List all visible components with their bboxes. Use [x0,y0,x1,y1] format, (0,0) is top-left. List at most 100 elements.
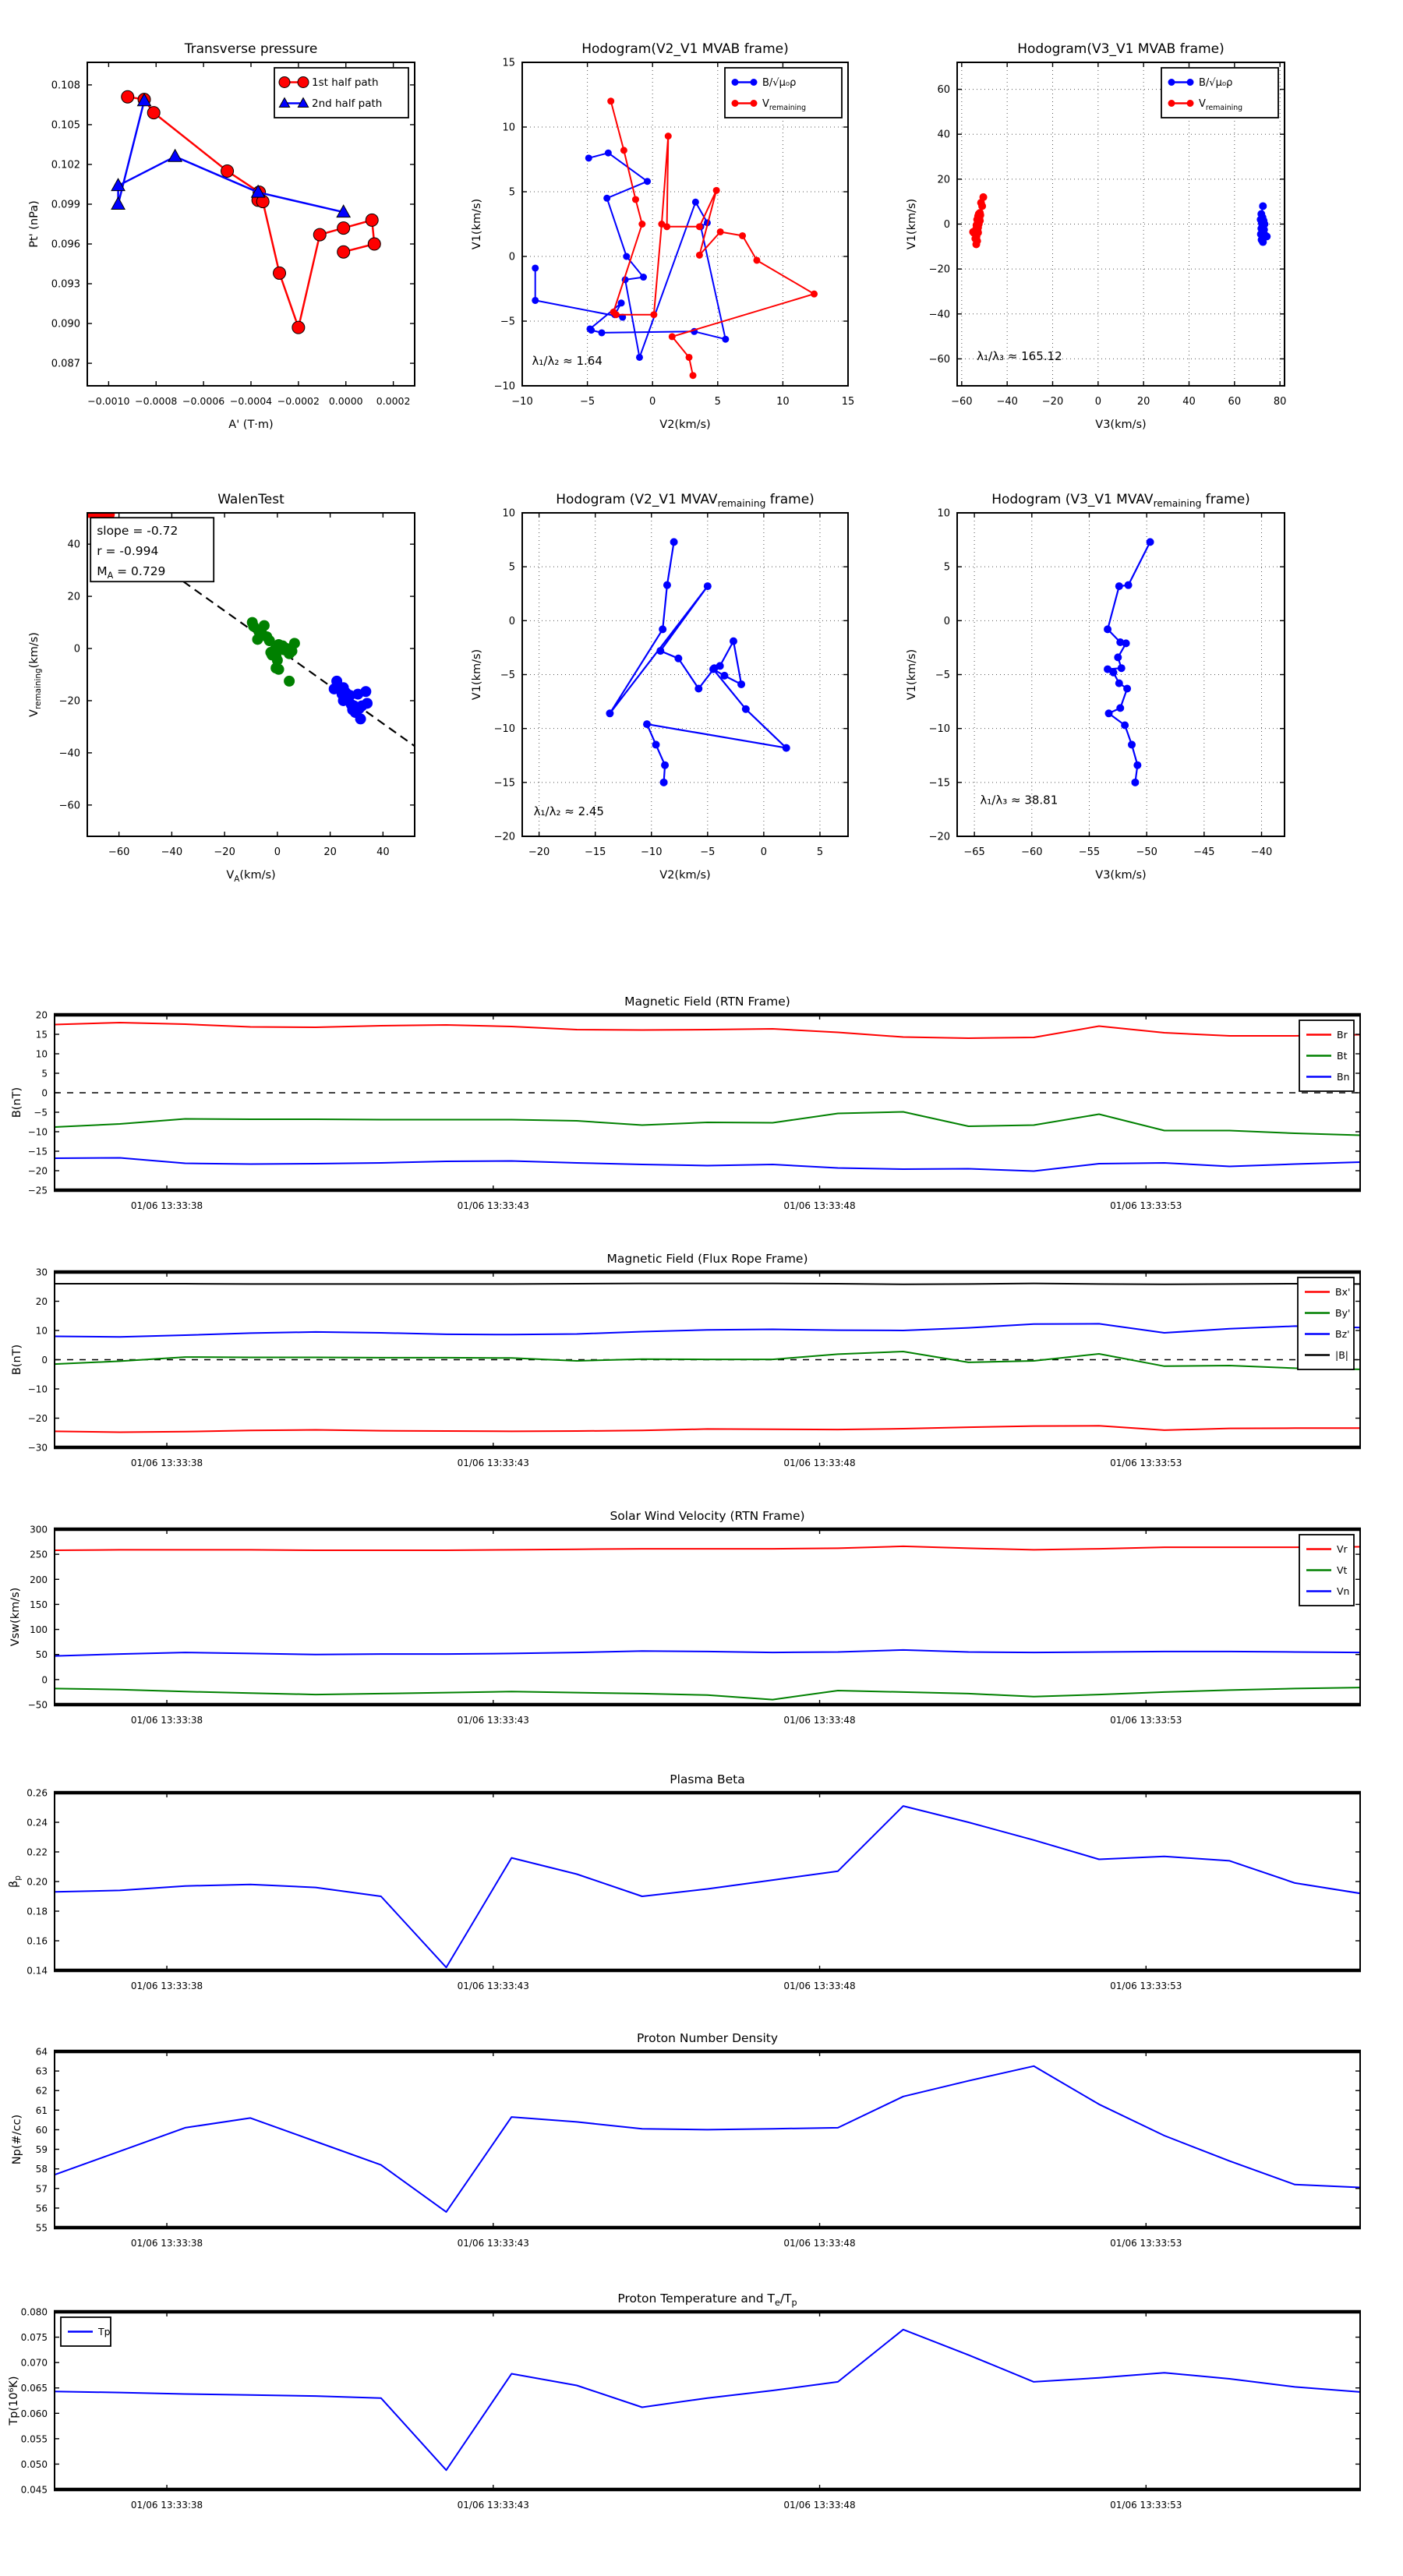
triangle-marker [297,97,309,108]
panel-solar-wind-velocity: 01/06 13:33:38 01/06 13:33:43 01/06 13:33:… [9,1509,1361,1726]
x-tick-label: 01/06 13:33:38 [131,1458,203,1468]
y-tick-labels: −60 −40 −20 0 20 40 60 [929,84,950,366]
dot-marker [716,662,724,670]
dot-marker [689,372,697,380]
dot-marker [623,253,631,260]
x-tick-label: 01/06 13:33:48 [783,2500,855,2511]
dot-marker [1109,668,1118,677]
x-axis-label: V2(km/s) [659,419,710,431]
dot-marker [604,149,612,157]
y-axis-label: V1(km/s) [471,199,483,249]
circle-marker [365,213,379,227]
ticks [55,2051,1360,2228]
x-tick-label: −20 [1042,396,1063,408]
y-axis-label: Vremaining​(km/s) [28,632,43,717]
x-tick-label: 0 [1095,396,1101,408]
dot-marker [639,274,647,281]
annotation: slope = -0.72 r = -0.994 MA​ = 0.729 [90,517,215,583]
dot-marker [288,638,300,649]
dot-marker [753,256,761,264]
y-tick-label: 0 [944,219,950,231]
dot-marker [668,333,676,341]
dot-marker [782,744,790,752]
dot-marker [619,313,627,321]
y-tick-label: 100 [30,1624,48,1635]
y-tick-label: 60 [36,2125,48,2136]
x-tick-label: 80 [1274,396,1287,408]
dot-marker [620,147,627,154]
y-tick-label: 50 [36,1649,48,1660]
panel-title: Plasma Beta [670,1772,745,1786]
y-axis-label: B(nT) [11,1087,23,1118]
y-tick-label: −20 [929,264,950,276]
y-tick-label: 15 [502,58,515,69]
y-tick-label: 0 [41,1088,48,1099]
grid [957,512,1285,837]
dot-marker [1117,664,1126,673]
y-tick-label: 200 [30,1574,48,1585]
y-tick-label: 15 [36,1030,48,1041]
dot-marker [258,620,270,631]
series-Vr [55,1545,1360,1551]
legend-box [274,67,409,118]
grid [957,62,1285,386]
y-tick-label: 0.20 [27,1877,48,1888]
dot-marker [731,79,739,86]
y-tick-label: 20 [36,1010,48,1021]
x-tick-label: 5 [817,846,823,858]
dot-marker [972,240,981,249]
dot-marker [703,582,712,591]
y-tick-labels: −50 0 50 100 150 200 250 300 [28,1525,48,1711]
dot-marker [263,634,275,646]
x-tick-label: 01/06 13:33:53 [1110,1715,1182,1726]
x-tick-label: 40 [376,846,390,858]
annotation-text: slope = -0.72 [97,524,178,538]
x-tick-label: 01/06 13:33:38 [131,2500,203,2511]
dot-marker [1186,100,1194,107]
x-tick-label: 01/06 13:33:43 [458,1458,529,1468]
dot-marker [659,625,667,634]
dot-marker [716,228,724,235]
y-axis-label: Pt' (nPa) [28,200,41,248]
circle-marker [292,320,306,334]
y-tick-label: −5 [935,670,950,681]
series-Vt [55,1687,1360,1701]
legend-label: |B| [1335,1349,1348,1361]
series-line-Vn [55,1648,1360,1657]
y-tick-label: −60 [59,800,80,811]
dot-marker [360,686,372,698]
x-tick-label: 40 [1182,396,1196,408]
x-tick-label: −5 [580,396,595,408]
panel-hodogram-v2v1-mvab: −10 −5 0 5 10 15 −10 −5 0 5 10 15 Hodogram(V2_V1 MVA… [471,41,854,431]
series-line-Tp [55,2328,1360,2472]
x-tick-label: 0 [649,396,656,408]
panel-hodogram-v2v1-mvav: −20 −15 −10 −5 0 5 −20 −15 −10 −5 0 5 10 Hodogram (V2… [471,492,849,882]
triangle-marker [136,93,152,107]
dot-marker [750,100,758,107]
series-first-half-scatter [246,617,300,687]
ticks [55,1528,1360,1705]
circle-marker [221,164,235,178]
series-line-Br [55,1022,1360,1039]
dot-marker [586,325,594,333]
x-tick-label: 15 [842,396,855,408]
y-tick-label: 30 [36,1267,48,1278]
y-tick-label: −20 [28,1413,48,1424]
y-tick-label: −25 [28,1186,48,1196]
y-axis-label: V1(km/s) [471,649,483,700]
ticks [957,62,1285,386]
x-tick-label: 01/06 13:33:48 [783,1458,855,1468]
series-Br [55,1022,1360,1039]
dot-marker [355,713,366,725]
y-tick-label: 0.075 [21,2332,48,2343]
annotation-text: r = -0.994 [97,544,158,558]
dot-marker [585,154,592,162]
y-tick-label: 20 [67,592,80,603]
dot-marker [1123,684,1132,693]
ticks [55,1014,1360,1191]
dot-marker [720,671,729,680]
annotation-box [90,517,215,583]
panel-title: Hodogram(V2_V1 MVAB frame) [581,41,789,57]
y-tick-label: −20 [28,1166,48,1177]
circle-marker [313,228,327,242]
